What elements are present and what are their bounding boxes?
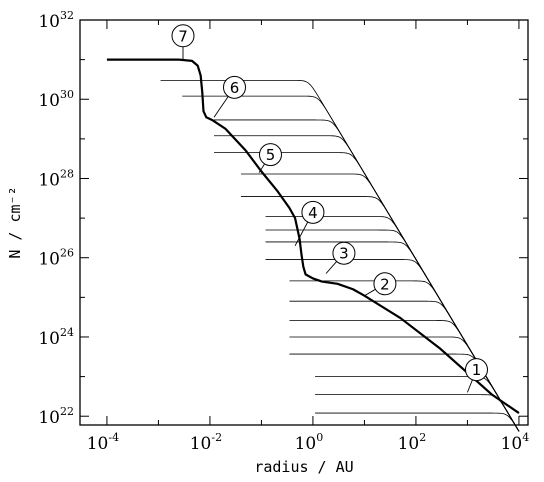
series-line-13: [289, 280, 520, 432]
x-tick-label-base: 10: [190, 434, 212, 454]
series-line-8: [240, 196, 520, 432]
y-tick-label-base: 10: [38, 408, 60, 428]
tick-layer: [80, 19, 528, 425]
series-line-19: [315, 394, 520, 432]
annotation-circle: [464, 358, 488, 382]
annotation-label-1: 1: [472, 361, 482, 379]
tick-label-layer: 10-4 10-2 100 102 10410221024102610281030103…: [38, 9, 529, 454]
x-tick-label-base: 10: [398, 434, 420, 454]
y-tick-label-exp: 30: [60, 88, 74, 101]
x-axis-label: radius / AU: [254, 458, 353, 476]
annotation-label-4: 4: [308, 204, 318, 222]
annotation-leader: [294, 221, 309, 247]
annotation-leader: [467, 379, 473, 393]
y-tick-label: 1022: [38, 405, 74, 428]
y-tick-label-base: 10: [38, 250, 60, 270]
x-tick-label-base: 10: [501, 434, 523, 454]
annotation-circle: [171, 24, 195, 48]
annotation-circle: [223, 75, 247, 99]
annotation-circle: [301, 200, 325, 224]
y-tick-label-exp: 22: [60, 405, 74, 418]
annotation-label-3: 3: [339, 245, 349, 263]
y-tick-label: 1030: [38, 88, 74, 111]
x-tick-label: 10-2: [190, 431, 222, 454]
series-line-4: [214, 119, 520, 432]
x-tick-label-exp: -4: [108, 431, 119, 444]
y-tick-label-base: 10: [38, 329, 60, 349]
x-tick-label-exp: -2: [211, 431, 222, 444]
plot-frame: [79, 19, 529, 426]
x-tick-label-exp: 0: [316, 431, 323, 444]
annotation-label-2: 2: [380, 275, 390, 293]
series-line-9: [265, 216, 520, 432]
annotation-label-5: 5: [266, 146, 276, 164]
series-line-3: [182, 95, 520, 432]
annotation-circle: [258, 143, 282, 167]
annotation-leader: [213, 96, 229, 118]
y-tick-label-base: 10: [38, 170, 60, 190]
y-tick-label-exp: 32: [60, 9, 74, 22]
x-tick-label: 100: [295, 431, 324, 454]
annotation-leader: [364, 288, 376, 297]
annotation-label-7: 7: [178, 27, 188, 45]
annotation-layer: 1 2 3 4 5 6 7: [171, 24, 488, 393]
y-tick-label-exp: 26: [60, 247, 74, 260]
y-tick-label-base: 10: [38, 12, 60, 32]
y-tick-label: 1032: [38, 9, 74, 32]
x-tick-label-exp: 2: [419, 431, 426, 444]
x-tick-label-base: 10: [87, 434, 109, 454]
bold-curve-layer: [106, 58, 520, 414]
series-line-10: [265, 229, 520, 432]
x-tick-label: 104: [501, 431, 530, 454]
y-tick-label-exp: 24: [60, 326, 74, 339]
annotation-label-6: 6: [230, 79, 240, 97]
y-tick-label-exp: 28: [60, 167, 74, 180]
y-tick-label: 1024: [38, 326, 74, 349]
x-tick-label-exp: 4: [522, 431, 529, 444]
annotation-circle: [373, 272, 397, 296]
series-line-16: [289, 336, 520, 432]
annotation-leader: [325, 261, 338, 274]
y-tick-label: 1028: [38, 167, 74, 190]
series-line-6: [214, 152, 520, 432]
series-line-bold: [106, 58, 520, 414]
annotation-leader: [258, 163, 265, 173]
x-tick-label-base: 10: [295, 434, 317, 454]
annotation-circle: [332, 241, 356, 265]
x-tick-label: 10-4: [87, 431, 119, 454]
x-tick-label: 102: [398, 431, 427, 454]
series-line-5: [214, 135, 520, 432]
y-tick-label-base: 10: [38, 91, 60, 111]
y-tick-label: 1026: [38, 247, 74, 270]
series-line-7: [240, 173, 520, 432]
y-axis-label: N / cm⁻²: [6, 186, 24, 258]
series-line-20: [315, 412, 520, 432]
series-line-18: [315, 376, 520, 432]
